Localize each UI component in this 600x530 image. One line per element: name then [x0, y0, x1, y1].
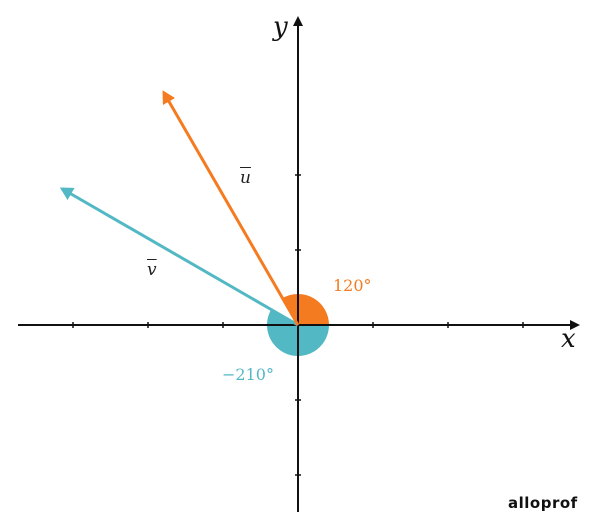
angle-label-v: −210° — [222, 365, 274, 384]
alloprof-logo: alloprof — [508, 494, 578, 512]
y-axis-label: y — [273, 12, 288, 42]
x-axis-label: x — [561, 324, 576, 354]
vector-u-arrow — [162, 90, 300, 326]
axis-ticks — [72, 174, 524, 476]
angle-label-u: 120° — [333, 276, 372, 295]
vector-v-label: v — [147, 260, 157, 280]
vector-u-label: u — [240, 168, 251, 188]
vector-v-arrow — [59, 187, 299, 327]
